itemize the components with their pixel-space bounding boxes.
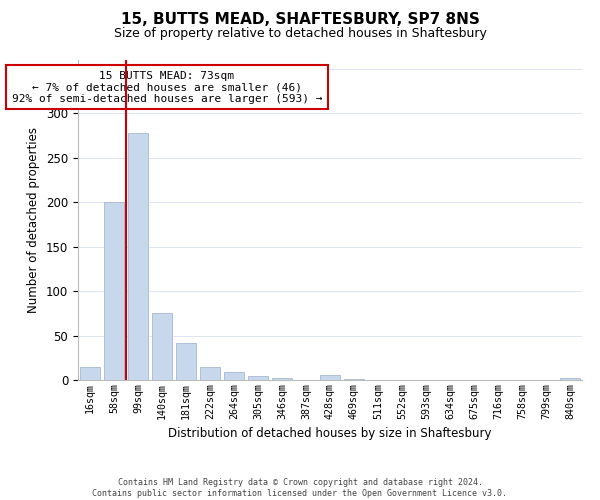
Bar — [80, 366, 100, 380]
Text: Contains HM Land Registry data © Crown copyright and database right 2024.
Contai: Contains HM Land Registry data © Crown c… — [92, 478, 508, 498]
Bar — [344, 379, 364, 380]
Bar — [320, 374, 340, 380]
Bar — [152, 314, 172, 380]
Bar — [176, 342, 196, 380]
X-axis label: Distribution of detached houses by size in Shaftesbury: Distribution of detached houses by size … — [168, 427, 492, 440]
Bar — [560, 378, 580, 380]
Bar — [200, 366, 220, 380]
Text: 15 BUTTS MEAD: 73sqm
← 7% of detached houses are smaller (46)
92% of semi-detach: 15 BUTTS MEAD: 73sqm ← 7% of detached ho… — [11, 70, 322, 104]
Bar — [104, 202, 124, 380]
Bar — [248, 376, 268, 380]
Bar — [128, 133, 148, 380]
Bar — [272, 378, 292, 380]
Text: 15, BUTTS MEAD, SHAFTESBURY, SP7 8NS: 15, BUTTS MEAD, SHAFTESBURY, SP7 8NS — [121, 12, 479, 28]
Text: Size of property relative to detached houses in Shaftesbury: Size of property relative to detached ho… — [113, 28, 487, 40]
Y-axis label: Number of detached properties: Number of detached properties — [28, 127, 40, 313]
Bar — [224, 372, 244, 380]
